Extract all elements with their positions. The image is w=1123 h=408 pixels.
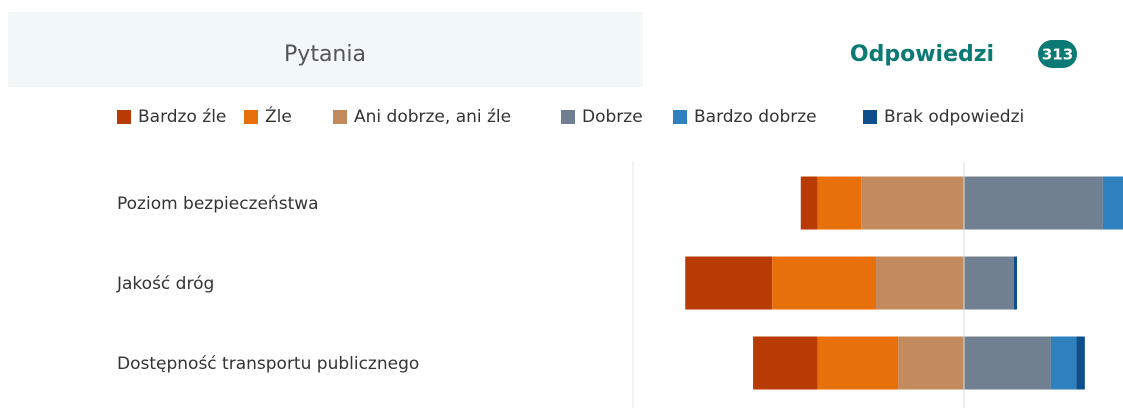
bar-segment: [1050, 336, 1077, 390]
row-label: Jakość dróg: [116, 274, 214, 294]
bar-segment: [817, 336, 899, 390]
bar-segment: [1076, 336, 1085, 390]
legend-swatch: [117, 110, 131, 124]
legend-label: Brak odpowiedzi: [884, 107, 1024, 127]
response-count: 313: [1042, 46, 1073, 64]
legend-label: Bardzo źle: [138, 107, 226, 127]
bar-segment: [1013, 256, 1017, 310]
bar-segment: [753, 336, 818, 390]
legend-swatch: [561, 110, 575, 124]
legend-swatch: [863, 110, 877, 124]
bar-segment: [817, 176, 862, 230]
bar-segment: [876, 256, 964, 310]
bar-segment: [861, 176, 964, 230]
bar-segment: [685, 256, 773, 310]
row-label: Dostępność transportu publicznego: [117, 354, 419, 374]
bar-segment: [772, 256, 877, 310]
bar-segment: [964, 336, 1051, 390]
count-badge: [1038, 40, 1077, 68]
bar-segment: [964, 256, 1014, 310]
bar-segment: [898, 336, 964, 390]
legend-swatch: [673, 110, 687, 124]
legend-swatch: [244, 110, 258, 124]
questions-tab[interactable]: Pytania: [284, 42, 366, 67]
bar-segment: [1102, 176, 1123, 230]
questions-tab-bg[interactable]: [8, 12, 643, 87]
bar-segment: [800, 176, 818, 230]
bar-segment: [964, 176, 1103, 230]
legend-label: Dobrze: [582, 107, 643, 127]
responses-tab[interactable]: Odpowiedzi: [850, 42, 994, 67]
legend-label: Źle: [265, 105, 292, 127]
legend-label: Bardzo dobrze: [694, 107, 817, 127]
legend-swatch: [333, 110, 347, 124]
legend-label: Ani dobrze, ani źle: [354, 107, 511, 127]
row-label: Poziom bezpieczeństwa: [117, 194, 319, 214]
